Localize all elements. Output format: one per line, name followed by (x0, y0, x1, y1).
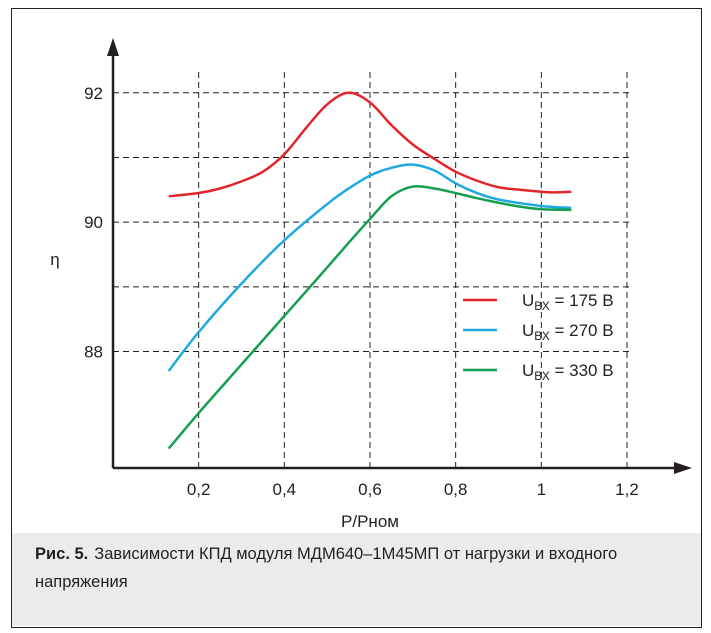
series-line-175v (168, 91, 572, 198)
y-axis-arrow (107, 38, 119, 56)
legend-label: UВХ = 175 В (522, 291, 614, 313)
figure-caption: Рис. 5. Зависимости КПД модуля МДМ640–1М4… (35, 540, 675, 596)
legend-label: UВХ = 330 В (522, 361, 614, 383)
x-tick-label: 1,2 (615, 480, 639, 499)
y-tick-label: 92 (84, 84, 103, 103)
caption-band (12, 533, 701, 626)
x-tick-label: 0,8 (444, 480, 468, 499)
series-line-270v (167, 163, 572, 372)
caption-text: Зависимости КПД модуля МДМ640–1М45МП от … (35, 545, 618, 591)
caption-label: Рис. 5. (35, 545, 89, 563)
y-tick-label: 90 (84, 213, 103, 232)
x-tick-label: 0,4 (273, 480, 297, 499)
series-line-330v (167, 184, 572, 450)
y-tick-label: 88 (84, 343, 103, 362)
x-tick-label: 0,2 (187, 480, 211, 499)
y-axis-label: η (50, 250, 59, 269)
x-tick-label: 0,6 (358, 480, 382, 499)
x-axis-arrow (674, 462, 692, 474)
figure-frame (11, 8, 702, 628)
x-tick-label: 1 (537, 480, 546, 499)
x-axis-label: P/Pном (341, 512, 399, 531)
legend-label: UВХ = 270 В (522, 321, 614, 343)
